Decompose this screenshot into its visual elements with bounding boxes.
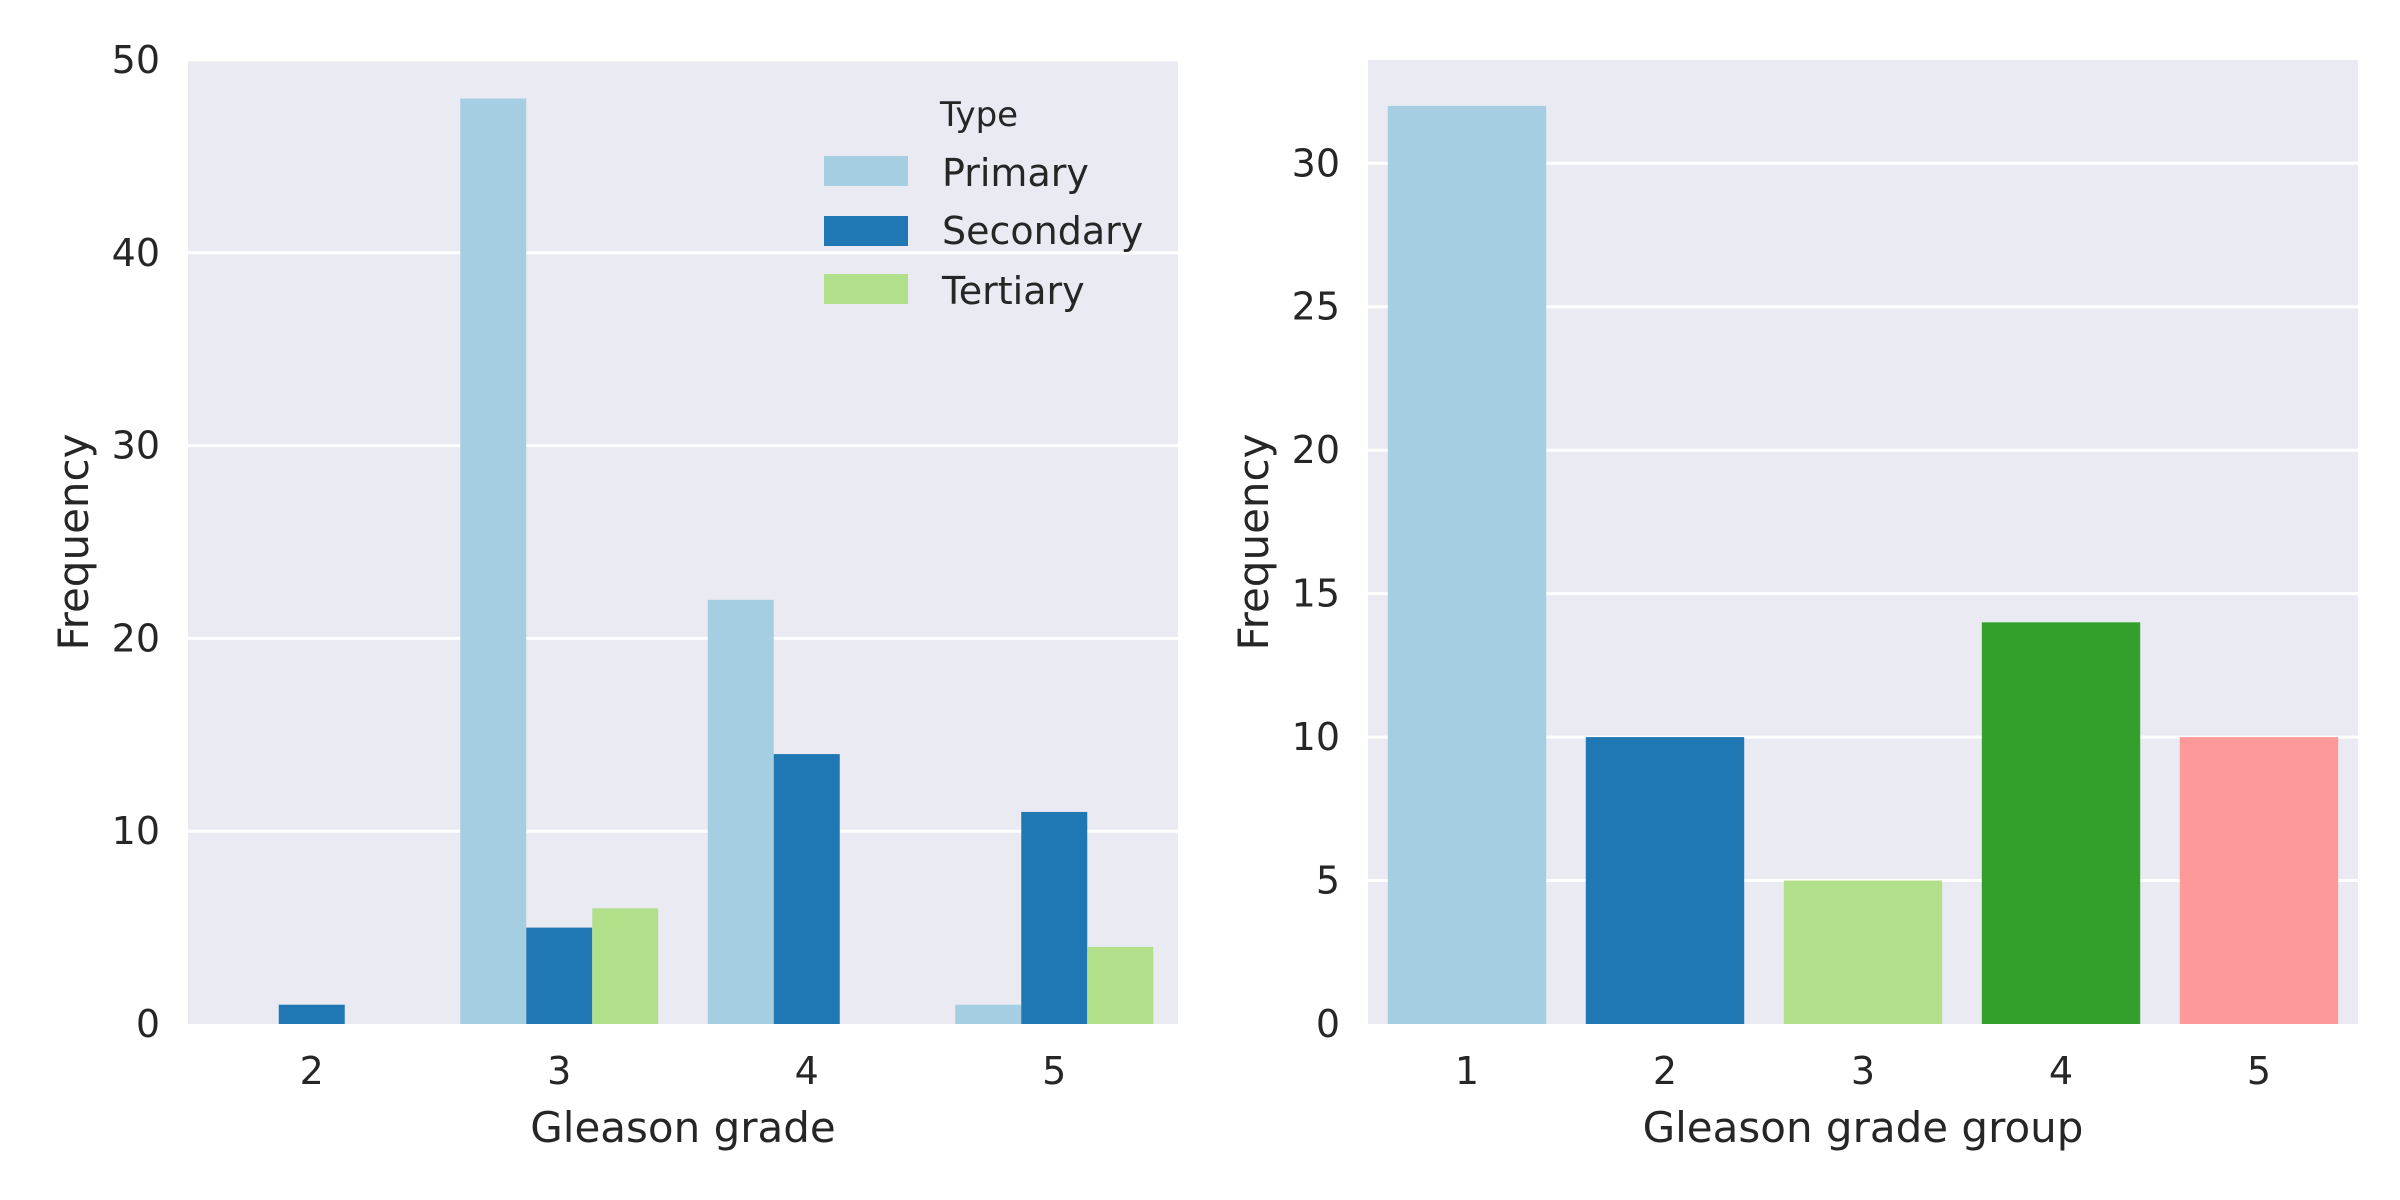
legend-label-primary: Primary bbox=[942, 151, 1089, 195]
grade-group-chart: 0 5 10 15 20 25 30 1 2 3 4 5 Gleason grade group F… bbox=[1229, 60, 2358, 1152]
bar-grade-group-1 bbox=[1387, 105, 1547, 1024]
grade-group-x-tick-2: 2 bbox=[1653, 1049, 1677, 1093]
bar-grade-group-4 bbox=[1981, 622, 2141, 1024]
grade-x-ticks: 2 3 4 5 bbox=[300, 1049, 1067, 1093]
bar-grade-group-5 bbox=[2179, 737, 2339, 1024]
grade-group-y-tick-20: 20 bbox=[1292, 428, 1340, 472]
grade-y-tick-0: 0 bbox=[136, 1002, 160, 1046]
bar-grade-2-secondary bbox=[278, 1004, 345, 1024]
grade-x-tick-4: 4 bbox=[795, 1049, 819, 1093]
grade-group-x-tick-4: 4 bbox=[2049, 1049, 2073, 1093]
legend-label-secondary: Secondary bbox=[942, 209, 1143, 253]
grade-x-tick-5: 5 bbox=[1042, 1049, 1066, 1093]
grade-y-tick-10: 10 bbox=[112, 809, 160, 853]
grade-group-y-tick-25: 25 bbox=[1292, 285, 1340, 329]
grade-x-axis-label: Gleason grade bbox=[530, 1103, 836, 1152]
grade-group-x-tick-3: 3 bbox=[1851, 1049, 1875, 1093]
grade-group-x-ticks: 1 2 3 4 5 bbox=[1455, 1049, 2271, 1093]
legend-label-tertiary: Tertiary bbox=[941, 269, 1085, 313]
grade-y-tick-50: 50 bbox=[112, 38, 160, 82]
bar-grade-3-tertiary bbox=[592, 908, 659, 1024]
grade-group-y-tick-0: 0 bbox=[1316, 1002, 1340, 1046]
bar-grade-5-secondary bbox=[1021, 811, 1088, 1024]
grade-group-y-ticks: 0 5 10 15 20 25 30 bbox=[1292, 141, 1340, 1046]
legend-swatch-secondary bbox=[824, 216, 908, 246]
grade-group-x-axis-label: Gleason grade group bbox=[1643, 1103, 2084, 1152]
grade-group-x-tick-1: 1 bbox=[1455, 1049, 1479, 1093]
grade-group-bars bbox=[1387, 105, 2339, 1024]
grade-y-axis-label: Frequency bbox=[49, 434, 98, 651]
grade-group-y-tick-5: 5 bbox=[1316, 859, 1340, 903]
grade-chart: 0 10 20 30 40 50 2 3 4 5 Gleason grade Frequency… bbox=[49, 38, 1178, 1152]
legend-swatch-primary bbox=[824, 156, 908, 186]
grade-y-tick-30: 30 bbox=[112, 424, 160, 468]
grade-gridlines bbox=[188, 58, 1178, 833]
grade-group-y-tick-15: 15 bbox=[1292, 572, 1340, 616]
legend-swatch-tertiary bbox=[824, 274, 908, 304]
grade-legend: Type Primary Secondary Tertiary bbox=[824, 95, 1143, 313]
bar-grade-group-3 bbox=[1783, 880, 1943, 1024]
grade-group-y-tick-10: 10 bbox=[1292, 715, 1340, 759]
bar-grade-group-2 bbox=[1585, 737, 1745, 1024]
legend-title: Type bbox=[939, 95, 1018, 135]
grade-y-tick-20: 20 bbox=[112, 616, 160, 660]
grade-group-x-tick-5: 5 bbox=[2247, 1049, 2271, 1093]
grade-group-y-tick-30: 30 bbox=[1292, 141, 1340, 185]
bar-grade-5-tertiary bbox=[1087, 946, 1154, 1024]
grade-y-ticks: 0 10 20 30 40 50 bbox=[112, 38, 160, 1046]
grade-x-tick-3: 3 bbox=[547, 1049, 571, 1093]
grade-group-y-axis-label: Frequency bbox=[1229, 434, 1278, 651]
bar-grade-5-primary bbox=[955, 1004, 1022, 1024]
bar-grade-4-primary bbox=[707, 599, 774, 1024]
grade-x-tick-2: 2 bbox=[300, 1049, 324, 1093]
grade-bars bbox=[278, 98, 1154, 1024]
bar-grade-4-secondary bbox=[773, 754, 840, 1024]
grade-plot-area bbox=[188, 60, 1178, 1024]
grade-y-tick-40: 40 bbox=[112, 231, 160, 275]
bar-grade-3-primary bbox=[460, 98, 527, 1024]
bar-grade-3-secondary bbox=[526, 927, 593, 1024]
